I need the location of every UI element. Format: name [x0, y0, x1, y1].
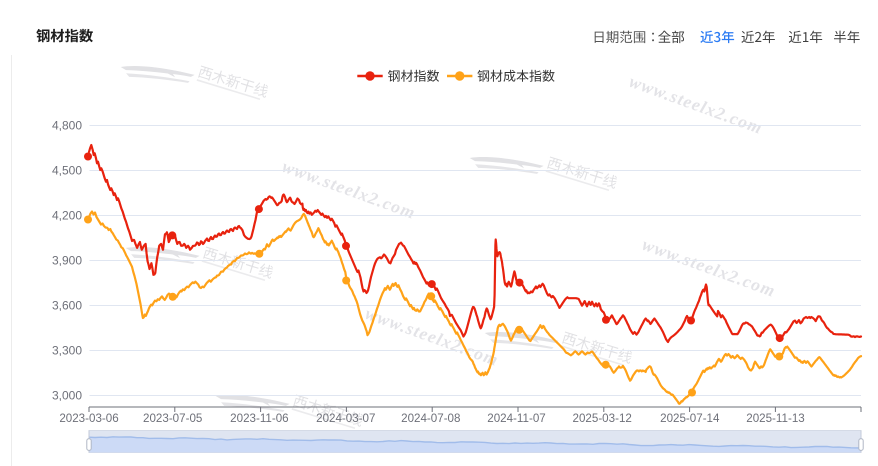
svg-text:4,500: 4,500 [52, 164, 82, 178]
svg-text:www.steelx2.com: www.steelx2.com [280, 156, 419, 223]
svg-text:3,000: 3,000 [52, 389, 82, 403]
svg-text:3,300: 3,300 [52, 344, 82, 358]
svg-text:2025-11-13: 2025-11-13 [746, 412, 804, 425]
svg-text:www.steelx2.com: www.steelx2.com [627, 71, 766, 138]
svg-text:2023-03-06: 2023-03-06 [59, 412, 118, 425]
svg-text:2024-11-07: 2024-11-07 [487, 412, 545, 425]
svg-text:4,200: 4,200 [52, 209, 82, 223]
svg-text:2025-07-14: 2025-07-14 [660, 412, 720, 425]
svg-text:www.steelx2.com: www.steelx2.com [640, 234, 779, 301]
svg-text:3,900: 3,900 [52, 254, 82, 268]
svg-text:2024-03-07: 2024-03-07 [316, 412, 375, 425]
svg-text:4,800: 4,800 [52, 119, 82, 133]
svg-text:2023-11-06: 2023-11-06 [230, 412, 288, 425]
svg-text:3,600: 3,600 [52, 299, 82, 313]
svg-text:www.steelx2.com: www.steelx2.com [363, 303, 502, 370]
svg-text:2024-07-08: 2024-07-08 [401, 412, 460, 425]
svg-text:2025-03-12: 2025-03-12 [573, 412, 632, 425]
svg-text:2023-07-05: 2023-07-05 [143, 412, 202, 425]
